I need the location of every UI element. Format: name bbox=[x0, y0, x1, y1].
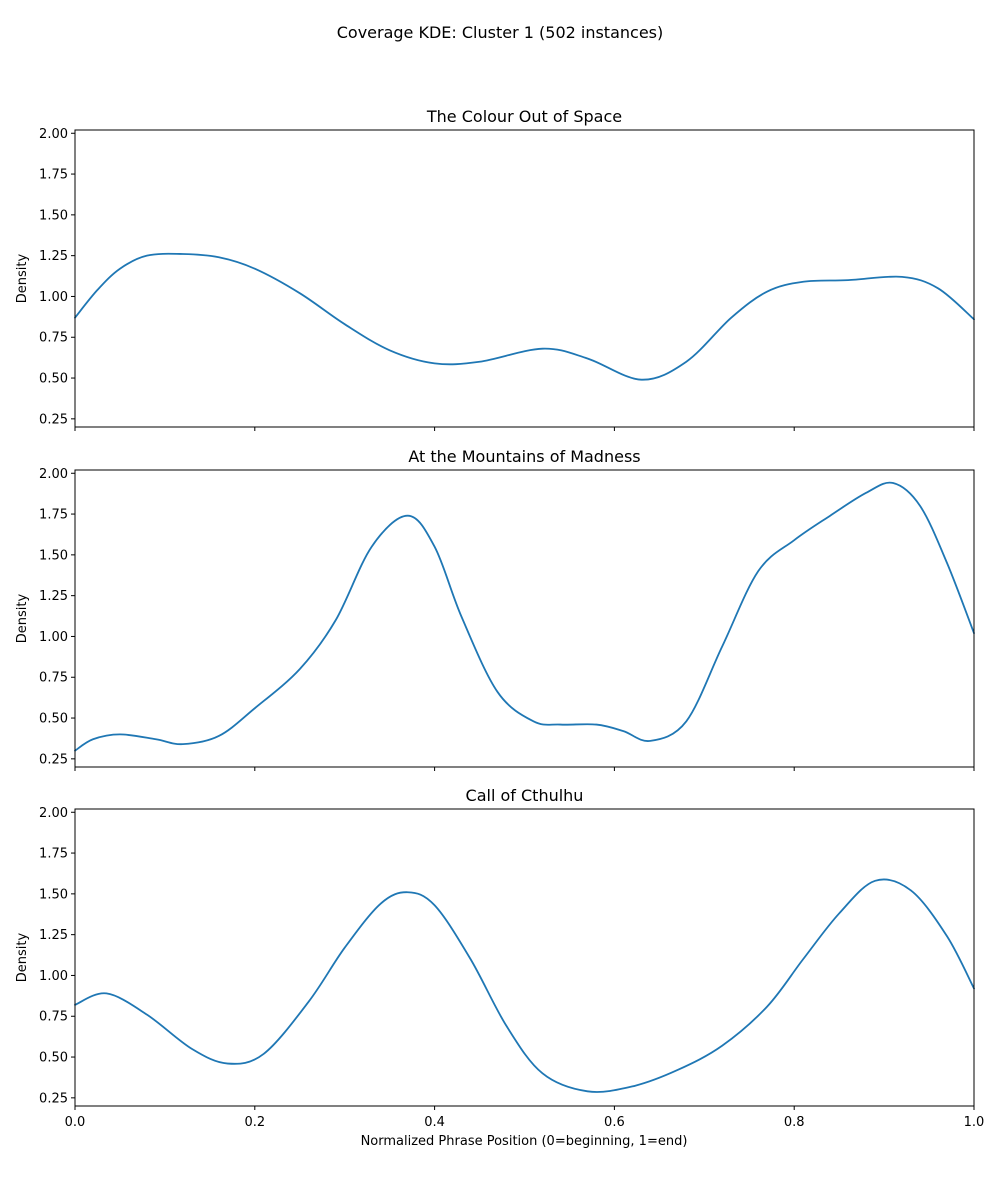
y-tick-label: 1.00 bbox=[39, 290, 68, 305]
x-tick-label: 0.4 bbox=[424, 1115, 445, 1130]
y-tick-label: 0.75 bbox=[39, 671, 68, 686]
y-tick-label: 2.00 bbox=[39, 806, 68, 821]
y-tick-label: 0.75 bbox=[39, 1010, 68, 1025]
axes-frame bbox=[74, 129, 975, 428]
y-tick-label: 1.75 bbox=[39, 847, 68, 862]
x-tick-label: 0.6 bbox=[604, 1115, 625, 1130]
kde-curve bbox=[74, 481, 975, 752]
y-tick-label: 0.50 bbox=[39, 712, 68, 727]
y-tick-label: 1.75 bbox=[39, 508, 68, 523]
panel-title: At the Mountains of Madness bbox=[408, 447, 640, 466]
panel-2: At the Mountains of Madness 0.25 0.50 0.75 1… bbox=[15, 447, 975, 771]
y-tick-label: 0.75 bbox=[39, 331, 68, 346]
y-tick-label: 1.25 bbox=[39, 589, 68, 604]
panel-title: The Colour Out of Space bbox=[426, 107, 622, 126]
panel-1: The Colour Out of Space 0.25 0.50 0.75 1.00 1… bbox=[15, 107, 975, 431]
panel-title: Call of Cthulhu bbox=[466, 786, 584, 805]
y-tick-label: 0.50 bbox=[39, 372, 68, 387]
y-tick-label: 1.75 bbox=[39, 168, 68, 183]
x-axis-label: Normalized Phrase Position (0=beginning,… bbox=[361, 1134, 688, 1149]
y-tick-label: 2.00 bbox=[39, 127, 68, 142]
y-axis-label: Density bbox=[15, 932, 30, 982]
panels-group: The Colour Out of Space 0.25 0.50 0.75 1.00 1… bbox=[15, 107, 984, 1130]
y-axis-label: Density bbox=[15, 253, 30, 303]
y-tick-label: 1.25 bbox=[39, 249, 68, 264]
y-tick-label: 1.50 bbox=[39, 208, 68, 223]
axes-frame bbox=[74, 469, 975, 768]
y-tick-label: 0.50 bbox=[39, 1051, 68, 1066]
kde-curve bbox=[74, 252, 975, 381]
y-tick-label: 1.00 bbox=[39, 969, 68, 984]
y-tick-label: 1.00 bbox=[39, 630, 68, 645]
figure-title: Coverage KDE: Cluster 1 (502 instances) bbox=[337, 23, 664, 42]
x-tick-label: 0.2 bbox=[244, 1115, 265, 1130]
x-tick-label: 1.0 bbox=[964, 1115, 985, 1130]
y-tick-label: 1.50 bbox=[39, 887, 68, 902]
y-tick-label: 1.50 bbox=[39, 548, 68, 563]
y-axis-label: Density bbox=[15, 593, 30, 643]
y-tick-label: 1.25 bbox=[39, 928, 68, 943]
kde-curve bbox=[74, 878, 975, 1093]
y-tick-label: 0.25 bbox=[39, 752, 68, 767]
panel-3: Call of Cthulhu 0.25 0.50 0.75 1.00 1.25 1.50 1… bbox=[15, 786, 984, 1130]
axes-frame bbox=[74, 808, 975, 1107]
x-tick-label: 0.8 bbox=[784, 1115, 805, 1130]
y-tick-label: 2.00 bbox=[39, 467, 68, 482]
y-tick-label: 0.25 bbox=[39, 1091, 68, 1106]
x-tick-label: 0.0 bbox=[65, 1115, 86, 1130]
y-tick-label: 0.25 bbox=[39, 412, 68, 427]
